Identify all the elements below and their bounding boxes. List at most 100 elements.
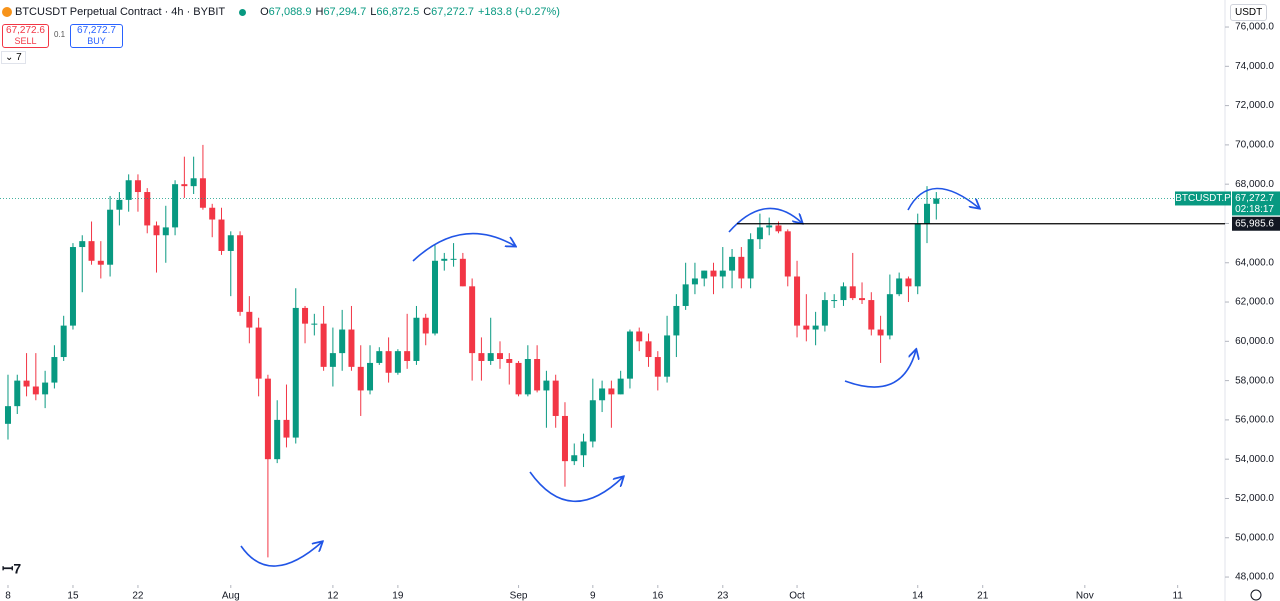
ohlc-value: 67,294.7 (323, 6, 367, 18)
ohlc: O67,088.9 H67,294.7 L66,872.5 C67,272.7 (260, 6, 478, 18)
y-tick-label: 76,000.0 (1235, 22, 1274, 33)
candle-body (914, 223, 921, 287)
x-tick-label: 11 (1172, 591, 1183, 601)
x-tick-label: 15 (67, 591, 79, 601)
candle-body (877, 329, 884, 336)
candle-body (32, 386, 39, 395)
change: +183.8 (+0.27%) (478, 6, 560, 18)
buy-label: BUY (87, 36, 106, 46)
candle-body (42, 382, 49, 395)
candle-body (69, 247, 76, 326)
x-tick-label: 16 (652, 591, 664, 601)
x-tick-label: 8 (5, 591, 11, 601)
candle-body (348, 329, 355, 367)
candle-body (729, 256, 736, 271)
candle-body (320, 323, 327, 367)
candle-body (246, 311, 253, 328)
candle-body (849, 286, 856, 299)
y-tick-label: 62,000.0 (1235, 297, 1274, 308)
candle-body (738, 256, 745, 279)
candle-body (283, 419, 290, 438)
y-tick-label: 56,000.0 (1235, 415, 1274, 426)
buy-button[interactable]: 67,272.7 BUY (70, 24, 123, 48)
candle-body (441, 258, 448, 261)
arrow (529, 471, 623, 503)
candle-body (515, 362, 522, 395)
indicators-toggle[interactable]: ⌄ 7 (1, 51, 26, 64)
sell-button[interactable]: 67,272.6 SELL (2, 24, 49, 48)
candle-body (357, 366, 364, 391)
indicator-count: 7 (16, 52, 22, 63)
candle-body (534, 359, 541, 391)
candle-body (580, 441, 587, 456)
candle-body (886, 294, 893, 336)
candle-body (803, 325, 810, 330)
y-tick-label: 68,000.0 (1235, 179, 1274, 190)
currency-select[interactable]: USDT (1230, 4, 1268, 21)
y-tick-label: 64,000.0 (1235, 257, 1274, 268)
candle-body (367, 362, 374, 391)
candle-body (756, 227, 763, 240)
ohlc-label: H (315, 6, 324, 18)
x-tick-label: 22 (132, 591, 144, 601)
y-tick-label: 58,000.0 (1235, 375, 1274, 386)
sell-price: 67,272.6 (6, 25, 45, 36)
x-tick-label: Oct (789, 591, 805, 601)
x-tick-label: 12 (327, 591, 339, 601)
candle-body (552, 380, 559, 416)
candle-body (710, 270, 717, 277)
ohlc-value: 67,272.7 (431, 6, 474, 18)
candles (4, 144, 940, 558)
candle-body (747, 239, 754, 279)
candle-body (645, 341, 652, 358)
arrow (412, 232, 515, 262)
candle-body (144, 192, 151, 226)
arrow (728, 207, 802, 233)
candle-body (302, 307, 309, 324)
candle-body (673, 305, 680, 336)
x-tick-label: Sep (510, 591, 528, 601)
candle-body (97, 260, 104, 265)
ohlc-value: 67,088.9 (268, 6, 312, 18)
drawings (240, 187, 979, 567)
candle-body (450, 258, 457, 260)
candle-body (264, 378, 271, 460)
x-tick-label: 14 (912, 591, 924, 601)
y-tick-label: 72,000.0 (1235, 100, 1274, 111)
arrow (907, 187, 979, 211)
candle-body (933, 198, 940, 204)
candle-body (51, 357, 58, 383)
candle-body (311, 323, 318, 325)
arrow (240, 542, 322, 567)
candle-body (60, 325, 67, 358)
candle-body (292, 307, 299, 438)
y-tick-label: 54,000.0 (1235, 454, 1274, 465)
settings-icon[interactable] (1250, 589, 1262, 601)
candle-body (831, 300, 838, 302)
candle-body (868, 300, 875, 330)
x-tick-label: 19 (392, 591, 404, 601)
candle-body (162, 227, 169, 236)
candle-body (23, 380, 30, 387)
candle-body (784, 231, 791, 277)
y-tick-label: 74,000.0 (1235, 61, 1274, 72)
candle-body (794, 276, 801, 326)
ohlc-label: C (423, 6, 432, 18)
candle-body (896, 278, 903, 295)
candle-body (905, 278, 912, 287)
candle-body (543, 380, 550, 391)
x-tick-label: Nov (1076, 591, 1094, 601)
candle-body (608, 388, 615, 395)
x-tick-label: 23 (717, 591, 729, 601)
candle-body (376, 351, 383, 363)
y-tick-label: 60,000.0 (1235, 336, 1274, 347)
candle-body (840, 286, 847, 301)
candle-body (506, 359, 513, 363)
x-tick-label: 9 (590, 591, 596, 601)
logo: ꟷ7 (2, 561, 21, 577)
y-tick-label: 48,000.0 (1235, 572, 1274, 583)
candle-body (524, 359, 531, 395)
x-tick-label: Aug (222, 591, 240, 601)
